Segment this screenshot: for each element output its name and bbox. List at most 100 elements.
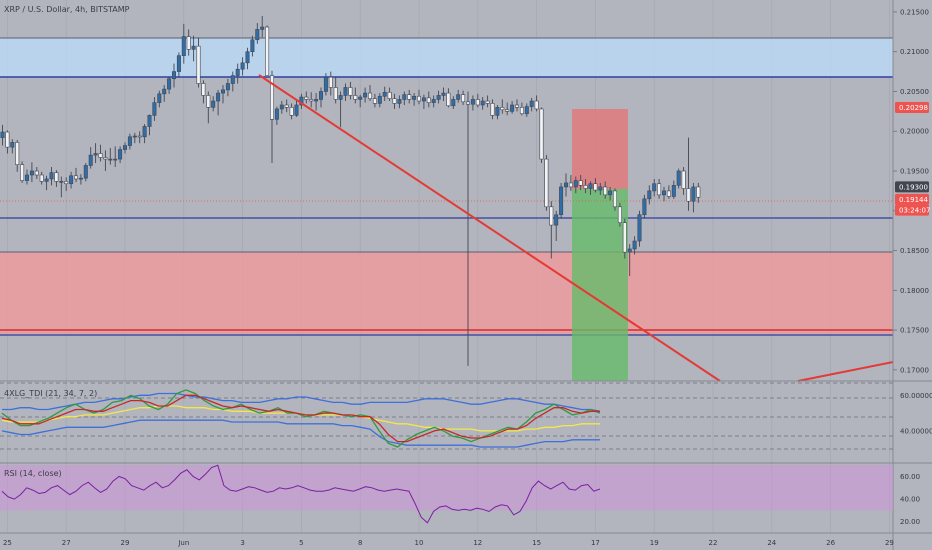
candle-body[interactable]	[647, 190, 652, 200]
candle-body[interactable]	[657, 183, 662, 196]
candle-body[interactable]	[578, 180, 583, 186]
trend-layer[interactable]	[258, 74, 894, 382]
candle-body[interactable]	[431, 99, 436, 103]
candle-body[interactable]	[402, 94, 407, 100]
candle-body[interactable]	[211, 100, 216, 108]
candle-body[interactable]	[83, 165, 88, 179]
candle-body[interactable]	[421, 97, 426, 102]
candle-body[interactable]	[93, 153, 98, 156]
candle-body[interactable]	[201, 83, 206, 96]
candle-body[interactable]	[519, 107, 524, 115]
candle-body[interactable]	[123, 145, 128, 150]
candle-body[interactable]	[617, 206, 622, 224]
candle-body[interactable]	[289, 107, 294, 116]
candle-body[interactable]	[250, 39, 255, 53]
candle-body[interactable]	[490, 103, 495, 116]
candle-body[interactable]	[637, 214, 642, 242]
candle-body[interactable]	[240, 62, 245, 70]
candle-body[interactable]	[221, 89, 226, 94]
candle-body[interactable]	[152, 102, 157, 116]
candle-body[interactable]	[505, 109, 510, 112]
candle-body[interactable]	[603, 186, 608, 196]
candle-body[interactable]	[29, 170, 34, 176]
candle-body[interactable]	[588, 183, 593, 189]
candle-body[interactable]	[5, 131, 10, 148]
candle-body[interactable]	[573, 180, 578, 188]
candle-body[interactable]	[554, 214, 559, 226]
trendline[interactable]	[258, 74, 721, 382]
candle-body[interactable]	[157, 93, 162, 103]
candle-body[interactable]	[544, 158, 549, 208]
drawing-layer[interactable]	[0, 37, 893, 381]
candle-body[interactable]	[358, 96, 363, 100]
candle-body[interactable]	[20, 164, 25, 181]
candle-body[interactable]	[363, 92, 368, 98]
candle-body[interactable]	[69, 175, 74, 185]
candle-body[interactable]	[382, 91, 387, 97]
candle-body[interactable]	[309, 99, 314, 102]
candle-body[interactable]	[534, 100, 539, 110]
candle-body[interactable]	[132, 135, 137, 138]
candle-body[interactable]	[338, 95, 343, 100]
candle-body[interactable]	[318, 91, 323, 100]
candle-body[interactable]	[265, 26, 270, 76]
candle-body[interactable]	[416, 95, 421, 102]
candle-body[interactable]	[0, 131, 5, 138]
candle-body[interactable]	[387, 91, 392, 99]
candle-body[interactable]	[10, 142, 15, 148]
candle-body[interactable]	[353, 95, 358, 100]
rsi-pane[interactable]	[0, 464, 893, 524]
candle-body[interactable]	[348, 87, 353, 96]
candle-body[interactable]	[294, 104, 299, 116]
candle-body[interactable]	[465, 101, 470, 105]
candle-body[interactable]	[88, 154, 93, 166]
candle-body[interactable]	[59, 181, 64, 183]
candle-body[interactable]	[367, 92, 372, 99]
candle-body[interactable]	[514, 104, 519, 108]
candle-body[interactable]	[524, 106, 529, 115]
candle-body[interactable]	[113, 158, 118, 161]
candle-body[interactable]	[176, 55, 181, 72]
candle-body[interactable]	[74, 175, 79, 180]
candle-body[interactable]	[39, 174, 44, 182]
candle-body[interactable]	[118, 149, 123, 160]
candle-body[interactable]	[323, 76, 328, 92]
rsi-axis[interactable]: 60.00 40.00 20.00	[900, 473, 920, 526]
candle-body[interactable]	[181, 36, 186, 56]
candle-body[interactable]	[470, 99, 475, 105]
candle-body[interactable]	[162, 88, 167, 95]
candle-body[interactable]	[235, 68, 240, 76]
candle-body[interactable]	[681, 170, 686, 189]
candle-body[interactable]	[583, 185, 588, 189]
resistance-zone[interactable]	[0, 38, 893, 77]
stop-loss-zone[interactable]	[572, 109, 628, 189]
candle-body[interactable]	[671, 185, 676, 197]
candle-body[interactable]	[343, 87, 348, 96]
support-zone[interactable]	[0, 252, 893, 334]
candle-body[interactable]	[563, 182, 568, 188]
candle-body[interactable]	[456, 94, 461, 100]
candle-body[interactable]	[568, 182, 573, 188]
candle-body[interactable]	[24, 174, 29, 181]
candle-body[interactable]	[142, 126, 147, 138]
candle-body[interactable]	[230, 75, 235, 84]
candle-body[interactable]	[44, 178, 49, 182]
candle-body[interactable]	[652, 183, 657, 192]
candle-body[interactable]	[191, 45, 196, 50]
candle-body[interactable]	[78, 177, 83, 180]
candle-body[interactable]	[172, 71, 177, 80]
candle-body[interactable]	[284, 104, 289, 108]
candle-body[interactable]	[304, 96, 309, 100]
candle-body[interactable]	[441, 92, 446, 96]
candle-body[interactable]	[54, 172, 59, 182]
candle-body[interactable]	[480, 100, 485, 106]
candle-body[interactable]	[549, 206, 554, 226]
candle-body[interactable]	[696, 186, 701, 198]
candle-body[interactable]	[661, 190, 666, 196]
candles[interactable]	[0, 15, 701, 366]
candle-body[interactable]	[598, 186, 603, 191]
candle-body[interactable]	[127, 136, 132, 146]
candle-body[interactable]	[627, 248, 632, 253]
candle-body[interactable]	[15, 142, 20, 165]
candle-body[interactable]	[314, 99, 319, 102]
